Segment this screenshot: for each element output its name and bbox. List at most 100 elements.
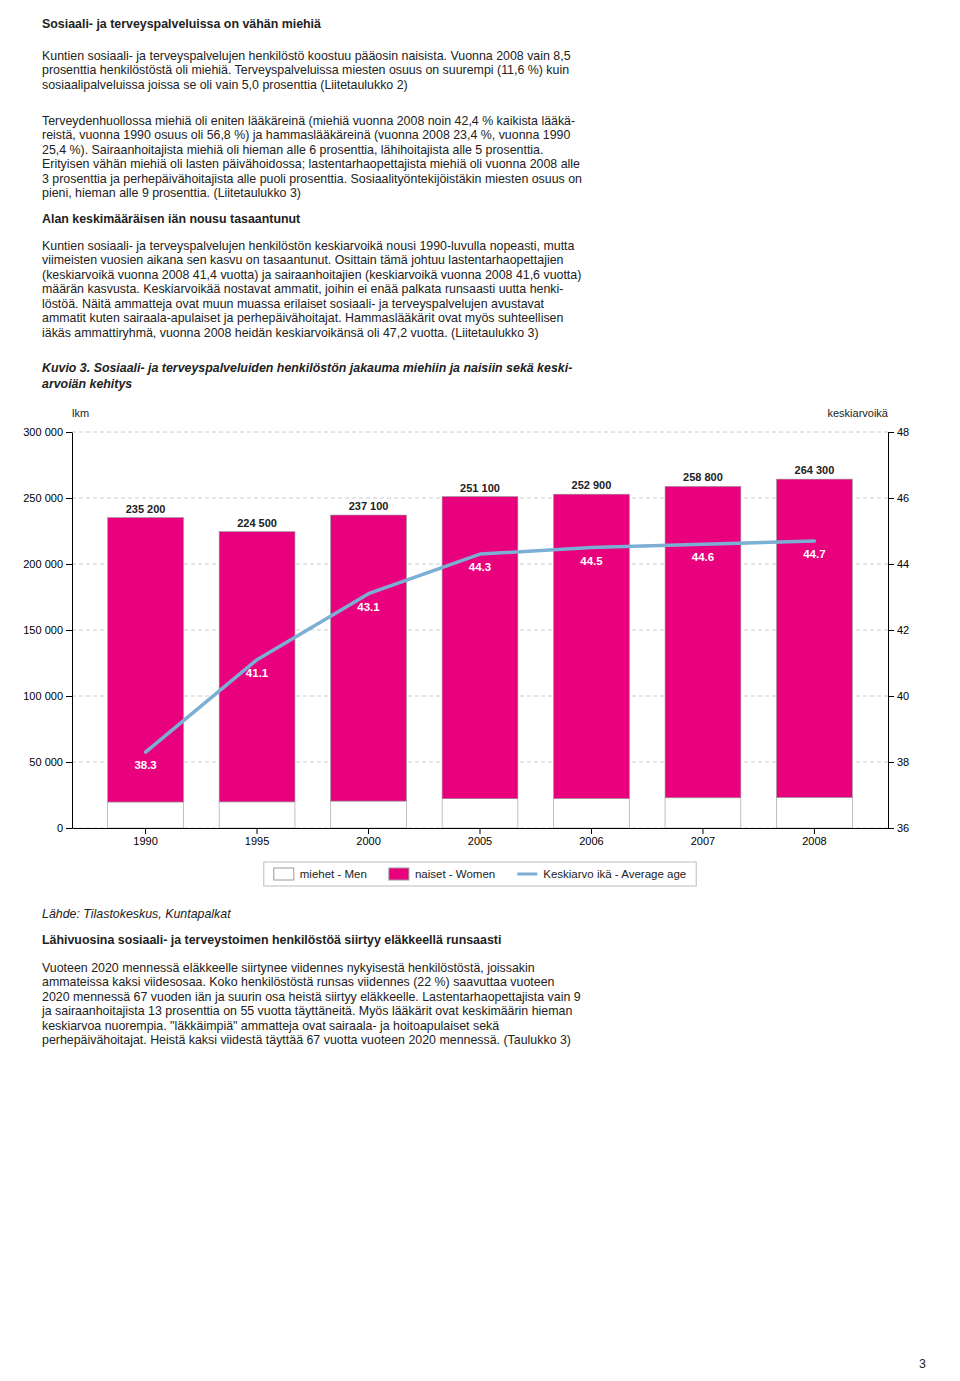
tick-label: 50 000 [29,756,63,768]
paragraph-line: viimeisten vuosien aikana sen kasvu on t… [42,253,564,267]
legend-label: Keskiarvo ikä - Average age [543,868,686,880]
chart: 0 50 000 100 000 150 000 200 000 250 000 300 0… [23,407,909,886]
tick: 46 [888,492,909,504]
data-label: 38.3 [134,759,156,771]
bar [777,479,853,797]
paragraph-line: Kuntien sosiaali- ja terveyspalvelujen h… [42,49,571,63]
bar [219,802,295,828]
tick: 1995 [245,828,269,847]
tick-mark [66,630,72,631]
paragraph-line: ja sairaanhoitajista 13 prosenttia on 55… [41,1004,572,1018]
tick-mark [888,828,894,829]
legend-swatch [274,868,294,880]
tick-label: 2000 [356,835,380,847]
tick-mark [888,498,894,499]
tick: 36 [888,822,909,834]
tick: 42 [888,624,909,636]
total-label: 258 800 [683,471,723,483]
paragraph-line: (keskiarvoikä vuonna 2008 41,4 vuotta) j… [42,268,581,282]
paragraph-line: 2020 mennessä 67 vuoden iän ja suurin os… [42,990,581,1004]
axis-label: keskiarvoikä [827,407,888,419]
legend-label: naiset - Women [415,868,495,880]
axis: 0 50 000 100 000 150 000 200 000 250 000 300 0… [23,426,72,834]
paragraph-line: reistä, vuonna 1990 osuus oli 56,8 %) ja… [42,128,570,142]
tick-mark [257,828,258,834]
bar [108,802,184,828]
tick: 40 [888,690,909,702]
paragraph-line: sosiaalipalveluissa joissa se oli vain 5… [42,78,408,92]
chart-title: arvoiän kehitys [42,377,132,391]
bar [331,801,407,828]
page-number: 3 [919,1357,926,1371]
paragraph-line: ammatit kuten sairaala-apulaiset ja perh… [42,311,563,325]
tick-mark [480,828,481,834]
grid-line [72,432,888,433]
lines [146,541,815,752]
tick-label: 300 000 [23,426,63,438]
paragraph-line: ammateissa kaksi viidesosaa. Koko henkil… [42,975,555,989]
paragraph-line: löstöä. Näitä ammatteja ovat muun muassa… [42,297,545,311]
tick: 48 [888,426,909,438]
paragraph-line: perhepäivähoitajat. Heistä kaksi viidest… [42,1033,571,1047]
paragraph-line: pieni, hieman alle 9 prosenttia. (Liitet… [42,186,301,200]
total-label: 235 200 [126,503,166,515]
legend-items: miehet - Men naiset - Women Keskiarvo ikä … [274,868,686,880]
tick-label: 0 [57,822,63,834]
tick: 2000 [356,828,380,847]
tick: 1990 [133,828,157,847]
paragraph-line: 25,4 %). Sairaanhoitajista miehiä oli hi… [42,143,543,157]
paragraph-line: prosenttia henkilöstöstä oli miehiä. Ter… [42,63,569,77]
tick: 300 000 [23,426,72,438]
legend-swatch [517,873,537,876]
tick-label: 150 000 [23,624,63,636]
tick: 100 000 [23,690,72,702]
tick: 2005 [468,828,492,847]
legend-frame [264,862,696,886]
legend-item: miehet - Men [274,868,367,880]
tick-mark [145,828,146,834]
legend-item: Keskiarvo ikä - Average age [517,868,686,880]
tick-label: 250 000 [23,492,63,504]
tick-mark [66,432,72,433]
source: Lähde: Tilastokeskus, Kuntapalkat [42,907,231,921]
tick-mark [66,498,72,499]
heading: Alan keskimääräisen iän nousu tasaantunu… [42,212,300,226]
tick-mark [702,828,703,834]
legend-label: miehet - Men [300,868,367,880]
legend-swatch [389,868,409,880]
paragraph-line: Kuntien sosiaali- ja terveyspalvelujen h… [42,239,575,253]
tick-label: 2006 [579,835,603,847]
tick: 50 000 [29,756,72,768]
heading: Sosiaali- ja terveyspalveluissa on vähän… [42,17,321,31]
axis: 1990 1995 2000 2005 2006 2007 2008 [73,828,889,847]
tick-label: 2007 [691,835,715,847]
total-label: 264 300 [795,464,835,476]
paragraph-line: Terveydenhuollossa miehiä oli eniten lää… [42,114,575,128]
tick-mark [814,828,815,834]
tick-label: 2008 [802,835,826,847]
axis-line [72,433,73,829]
bar [777,797,853,828]
tick: 38 [888,756,909,768]
axis: 36 38 40 42 44 46 48 [888,426,909,834]
tick-mark [888,762,894,763]
tick-mark [888,432,894,433]
tick: 2006 [579,828,603,847]
tick: 150 000 [23,624,72,636]
legend: miehet - Men naiset - Women Keskiarvo ikä … [264,862,696,886]
chart-title: Kuvio 3. Sosiaali- ja terveyspalveluiden… [42,361,572,375]
data-label: 44.5 [580,555,603,567]
tick-label: 200 000 [23,558,63,570]
tick: 2007 [691,828,715,847]
bars [108,479,853,828]
data-labels: 235 200224 500237 100251 100252 900258 8… [126,464,835,771]
tick-label: 100 000 [23,690,63,702]
tick-mark [66,564,72,565]
tick-mark [591,828,592,834]
tick: 2008 [802,828,826,847]
tick-mark [66,762,72,763]
tick-mark [66,696,72,697]
tick-label: 44 [897,558,909,570]
paragraph-line: Erityisen vähän miehiä oli lasten päiväh… [42,157,580,171]
paragraph-line: määrän kasvusta. Keskiarvoikää nostavat … [42,282,563,296]
